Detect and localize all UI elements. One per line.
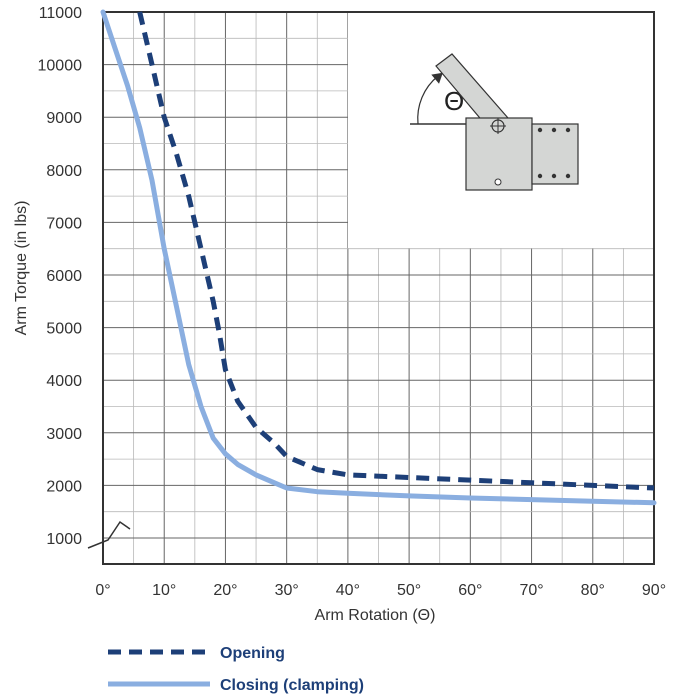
y-tick-label: 1000 <box>46 531 82 548</box>
y-tick-label: 6000 <box>46 268 82 285</box>
y-tick-label: 4000 <box>46 373 82 390</box>
x-tick-label: 30° <box>275 582 299 599</box>
x-tick-label: 10° <box>152 582 176 599</box>
y-tick-label: 3000 <box>46 426 82 443</box>
x-axis-title: Arm Rotation (Θ) <box>315 607 436 624</box>
legend-closing-label: Closing (clamping) <box>220 677 364 694</box>
x-tick-label: 80° <box>581 582 605 599</box>
y-tick-label: 11000 <box>39 5 82 22</box>
y-tick-label: 9000 <box>46 110 82 127</box>
x-tick-label: 90° <box>642 582 666 599</box>
x-tick-label: 40° <box>336 582 360 599</box>
y-axis-title: Arm Torque (in lbs) <box>13 201 30 336</box>
y-tick-label: 7000 <box>46 215 82 232</box>
axis-break-icon <box>87 520 131 549</box>
y-tick-label: 8000 <box>46 163 82 180</box>
y-tick-label: 5000 <box>46 321 82 338</box>
legend-opening-label: Opening <box>220 645 285 662</box>
series-layer <box>100 9 657 506</box>
x-tick-label: 50° <box>397 582 421 599</box>
clamp-diagram-icon: Θ <box>410 53 579 191</box>
tick-labels: 0° 10° 20° 30° 40° 50° 60° 70° 80° 90° 1000 2000 300… <box>38 5 667 599</box>
x-tick-label: 70° <box>519 582 543 599</box>
closing-series-line <box>100 9 657 506</box>
legend: Opening Closing (clamping) <box>108 645 364 694</box>
y-tick-label: 10000 <box>38 58 83 75</box>
x-tick-label: 20° <box>213 582 237 599</box>
x-tick-label: 60° <box>458 582 482 599</box>
x-tick-label: 0° <box>95 582 110 599</box>
plot-frame <box>102 11 655 565</box>
y-tick-label: 2000 <box>46 478 82 495</box>
opening-series-line <box>137 11 655 491</box>
